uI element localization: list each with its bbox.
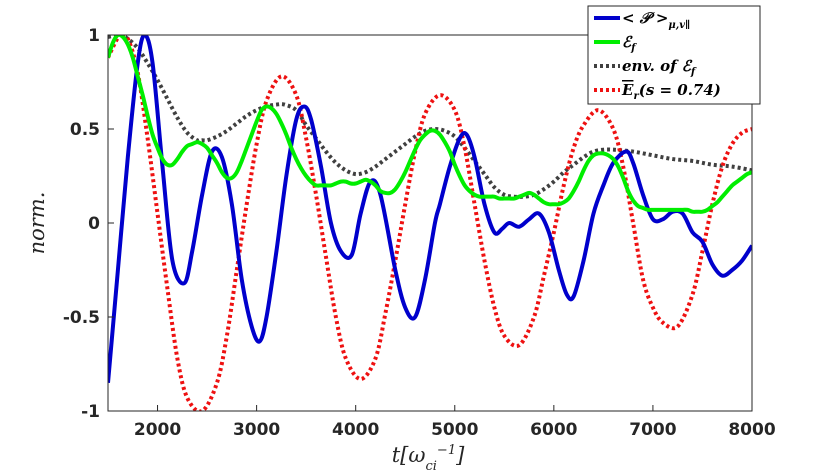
ticks-layer: 2000 3000 4000 5000 6000 7000 8000 1 0.5 0 -0.5 -1 <box>63 26 776 440</box>
legend-label-env: env. of ℰf <box>622 57 697 78</box>
x-tick-label: 2000 <box>134 420 181 440</box>
series-line-Er <box>108 35 752 411</box>
legend-box <box>587 5 761 105</box>
y-axis-label: norm. <box>25 192 49 255</box>
x-axis-label: t[ωci−1] <box>392 443 465 472</box>
x-tick-label: 4000 <box>332 420 379 440</box>
y-tick-label: -1 <box>81 402 100 422</box>
x-tick-label: 7000 <box>629 420 676 440</box>
y-tick-label: -0.5 <box>63 308 100 328</box>
x-tick-label: 3000 <box>233 420 280 440</box>
series-layer <box>108 35 752 411</box>
x-tick-label: 6000 <box>530 420 577 440</box>
legend-label-Er: Er(s = 0.74) <box>621 81 721 102</box>
y-tick-label: 0 <box>88 214 100 234</box>
x-tick-label: 5000 <box>431 420 478 440</box>
series-line-env-Ef <box>108 35 752 199</box>
x-tick-label: 8000 <box>728 420 775 440</box>
y-tick-label: 0.5 <box>70 120 100 140</box>
legend: < 𝒫 >μ,v∥ ℰf env. of ℰf Er(s = 0.74) <box>587 5 761 105</box>
y-tick-label: 1 <box>88 26 100 46</box>
series-line-P <box>108 35 752 383</box>
series-line-Ef <box>108 35 752 214</box>
